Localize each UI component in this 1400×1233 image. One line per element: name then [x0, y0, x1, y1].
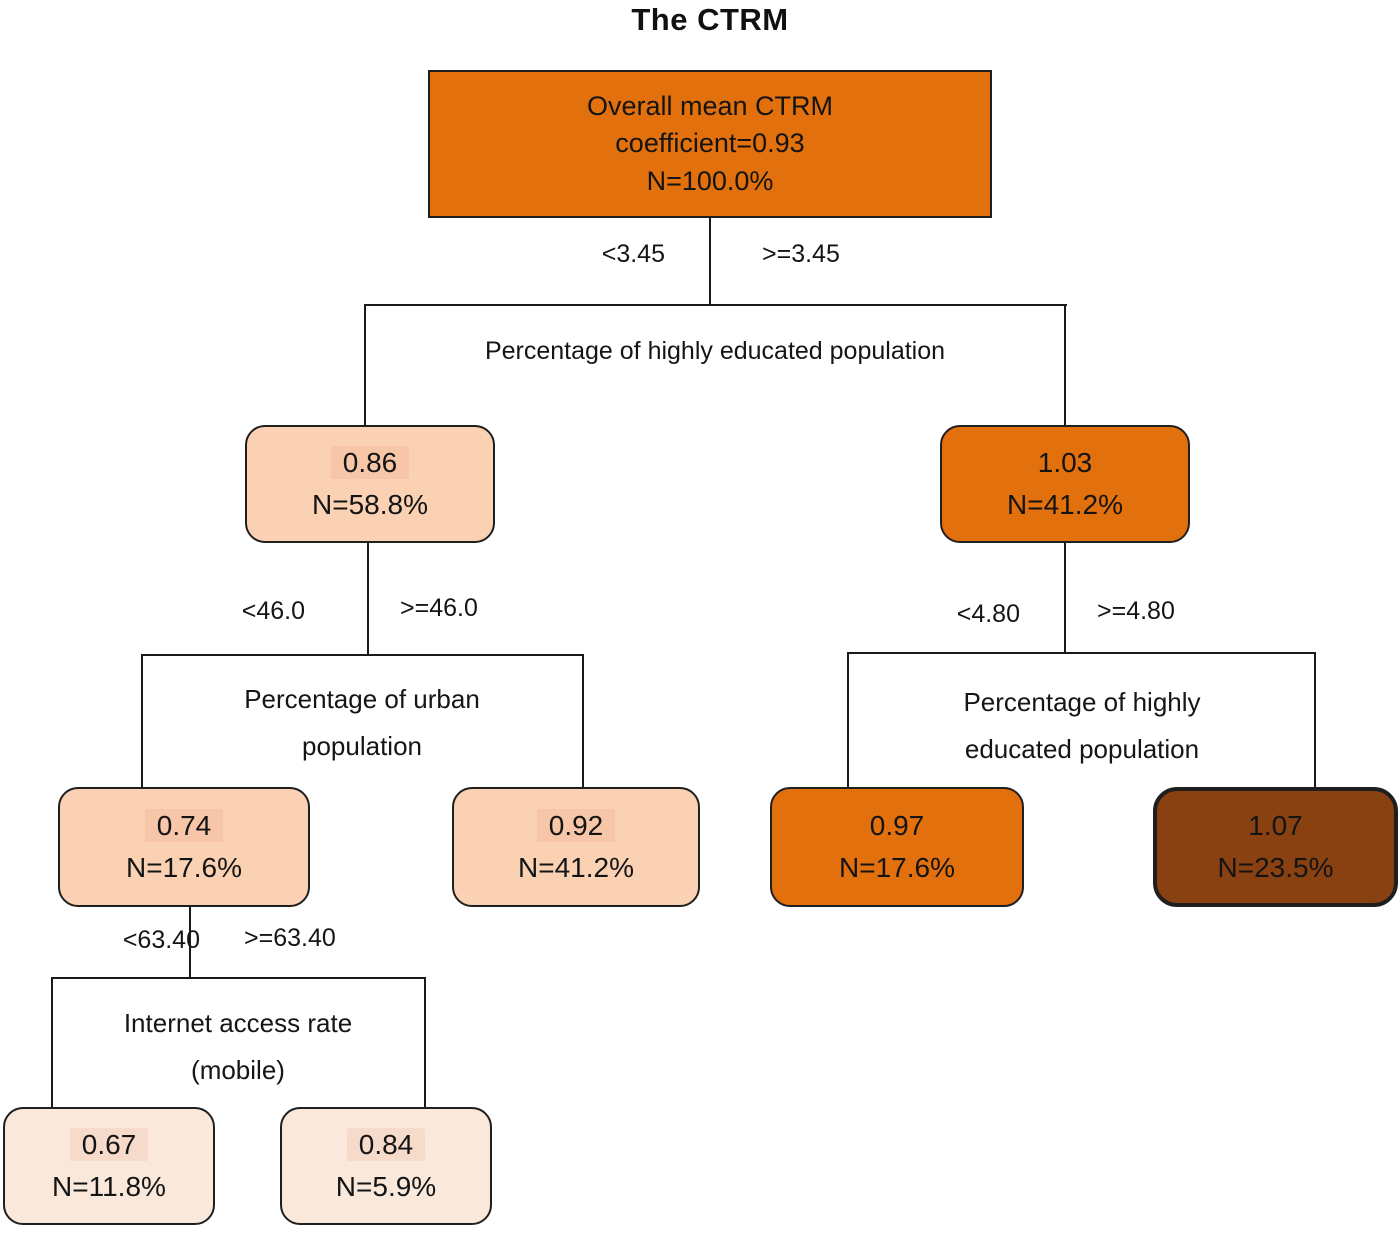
- split1-left-label: <3.45: [601, 240, 665, 268]
- node-0-97-n: N=17.6%: [839, 852, 955, 883]
- tree-node-0-97: 0.97 N=17.6%: [770, 787, 1024, 907]
- edge-split1-right-down: [1064, 304, 1066, 425]
- split3-variable-label: Percentage of highly educated population: [963, 687, 1201, 764]
- node-1-07-coefficient: 1.07: [1248, 810, 1303, 841]
- edge-n103-down: [1064, 543, 1066, 653]
- tree-node-0-74: 0.74 N=17.6%: [58, 787, 310, 907]
- split3-left-label: <4.80: [956, 600, 1020, 628]
- split2-left-label: <46.0: [241, 597, 305, 625]
- edge-split3-left-down: [847, 652, 849, 787]
- edge-split4-horizontal: [52, 977, 426, 979]
- tree-node-0-92: 0.92 N=41.2%: [452, 787, 700, 907]
- node-0-74-coefficient: 0.74: [144, 809, 224, 842]
- split2-variable-label: Percentage of urban population: [244, 684, 480, 761]
- node-0-67-coefficient: 0.67: [69, 1128, 149, 1161]
- edge-split2-right-down: [582, 654, 584, 787]
- node-1-03-n: N=41.2%: [1007, 489, 1123, 520]
- edge-split2-left-down: [141, 654, 143, 787]
- split2-right-label: >=46.0: [400, 594, 478, 622]
- tree-node-1-07: 1.07 N=23.5%: [1153, 787, 1398, 907]
- node-0-84-coefficient: 0.84: [346, 1128, 426, 1161]
- node-0-84-n: N=5.9%: [335, 1171, 437, 1202]
- node-0-97-coefficient: 0.97: [869, 810, 925, 841]
- node-0-86-n: N=58.8%: [312, 489, 428, 520]
- edge-split3-right-down: [1314, 652, 1316, 787]
- node-0-92-n: N=41.2%: [518, 852, 634, 883]
- node-0-74-n: N=17.6%: [126, 852, 242, 883]
- split1-variable-label: Percentage of highly educated population: [484, 337, 946, 365]
- edge-split1-left-down: [364, 304, 366, 425]
- tree-node-0-86: 0.86 N=58.8%: [245, 425, 495, 543]
- tree-node-0-84: 0.84 N=5.9%: [280, 1107, 492, 1225]
- node-1-03-coefficient: 1.03: [1037, 447, 1093, 478]
- split4-left-label: <63.40: [122, 926, 200, 954]
- diagram-title: The CTRM: [631, 2, 789, 37]
- edge-n086-down: [367, 543, 369, 655]
- split1-right-label: >=3.45: [762, 240, 840, 268]
- tree-node-0-67: 0.67 N=11.8%: [3, 1107, 215, 1225]
- node-0-86-coefficient: 0.86: [330, 446, 410, 479]
- edge-split3-horizontal: [848, 652, 1316, 654]
- root-node-n: N=100.0%: [646, 165, 774, 196]
- node-1-07-n: N=23.5%: [1217, 852, 1334, 883]
- edge-split1-horizontal: [365, 304, 1067, 306]
- node-0-67-n: N=11.8%: [52, 1171, 166, 1202]
- tree-node-1-03: 1.03 N=41.2%: [940, 425, 1190, 543]
- split4-right-label: >=63.40: [244, 924, 336, 952]
- root-node-coefficient: coefficient=0.93: [615, 128, 805, 159]
- split3-right-label: >=4.80: [1097, 597, 1175, 625]
- edge-split2-horizontal: [142, 654, 584, 656]
- edge-n074-down: [189, 907, 191, 978]
- edge-split4-right-down: [424, 977, 426, 1107]
- tree-node-root: Overall mean CTRM coefficient=0.93 N=100…: [428, 70, 992, 218]
- root-node-label: Overall mean CTRM: [586, 91, 834, 122]
- split4-variable-label: Internet access rate (mobile): [123, 1008, 353, 1085]
- node-0-92-coefficient: 0.92: [536, 809, 616, 842]
- edge-root-down: [709, 218, 711, 305]
- edge-split4-left-down: [51, 977, 53, 1107]
